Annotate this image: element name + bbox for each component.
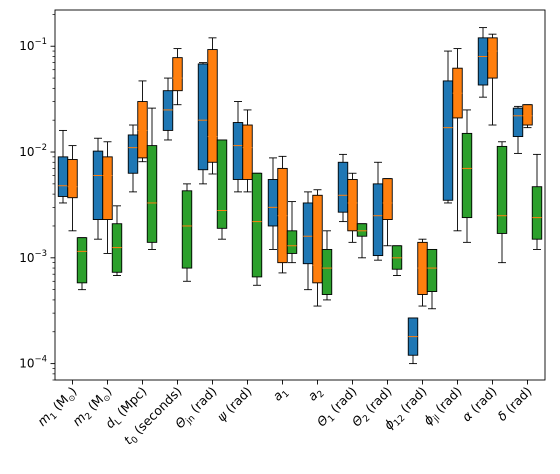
box-series-2-cat-3 <box>181 183 193 282</box>
box <box>181 190 193 269</box>
box-series-1-cat-13 <box>522 104 533 129</box>
box <box>57 156 69 197</box>
box-series-2-cat-11 <box>461 109 473 243</box>
box-series-1-cat-7 <box>312 189 323 307</box>
box-series-2-cat-10 <box>426 248 438 310</box>
box <box>76 237 88 284</box>
box-series-2-cat-6 <box>286 201 298 264</box>
box-series-1-cat-11 <box>452 48 463 232</box>
box-series-2-cat-13 <box>531 153 543 250</box>
box <box>146 145 158 243</box>
box <box>197 63 209 171</box>
box-series-2-cat-2 <box>146 107 158 250</box>
box-series-0-cat-11 <box>442 50 454 204</box>
box <box>286 230 298 254</box>
box <box>477 37 489 86</box>
box-series-2-cat-1 <box>111 205 123 276</box>
box <box>127 134 139 174</box>
box-series-2-cat-4 <box>216 139 228 240</box>
box-series-2-cat-7 <box>321 230 333 301</box>
box <box>137 101 148 159</box>
box <box>242 124 253 180</box>
box <box>207 49 218 163</box>
box-series-1-cat-4 <box>207 37 218 175</box>
box <box>461 132 473 219</box>
plot-frame <box>54 9 546 381</box>
box-series-1-cat-1 <box>102 141 113 254</box>
box <box>302 202 314 265</box>
box <box>531 186 543 240</box>
y-tick-label: 10−2 <box>19 143 47 159</box>
box <box>347 179 358 232</box>
box-series-0-cat-3 <box>162 77 174 141</box>
y-tick-label: 10−3 <box>19 249 47 265</box>
y-tick-label: 10−1 <box>19 37 47 53</box>
box <box>216 139 228 229</box>
box <box>162 90 174 131</box>
box-series-2-cat-12 <box>496 141 508 264</box>
box <box>251 172 263 278</box>
box <box>426 248 438 292</box>
box <box>382 178 393 220</box>
box <box>512 107 524 138</box>
box <box>522 104 533 126</box>
box-series-2-cat-9 <box>391 245 403 276</box>
box <box>337 161 349 213</box>
box <box>172 57 183 92</box>
box <box>67 159 78 199</box>
box-series-2-cat-5 <box>251 172 263 286</box>
box-series-1-cat-9 <box>382 178 393 247</box>
box-series-1-cat-3 <box>172 48 183 106</box>
box-series-1-cat-6 <box>277 155 288 274</box>
box-series-2-cat-8 <box>356 223 368 259</box>
box <box>496 145 508 234</box>
box <box>487 37 498 79</box>
box-series-2-cat-0 <box>76 237 88 291</box>
box <box>321 248 333 295</box>
y-tick-label: 10−4 <box>19 355 47 371</box>
box <box>356 223 368 237</box>
box-series-0-cat-8 <box>337 153 349 223</box>
box <box>312 194 323 284</box>
box <box>442 80 454 201</box>
box-series-1-cat-0 <box>67 145 78 232</box>
box <box>372 183 384 257</box>
box-series-0-cat-10 <box>407 317 419 365</box>
box <box>267 179 279 227</box>
box <box>92 150 104 220</box>
box-series-1-cat-5 <box>242 109 253 193</box>
box-series-1-cat-2 <box>137 80 148 163</box>
box-series-0-cat-4 <box>197 62 209 185</box>
box <box>232 122 244 180</box>
box-series-1-cat-8 <box>347 172 358 243</box>
box <box>102 156 113 220</box>
box-series-1-cat-12 <box>487 33 498 126</box>
